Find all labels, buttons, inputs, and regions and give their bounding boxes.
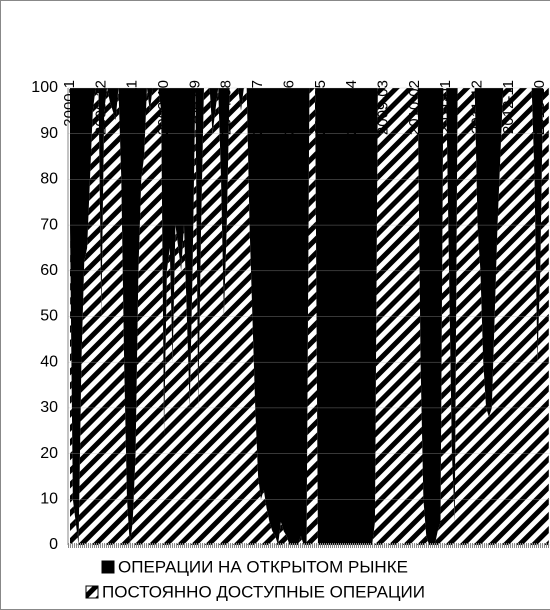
x-tick-label: 2010-02 [406,80,423,135]
x-tick-label: 2000-1 [61,80,78,127]
y-tick-label: 50 [40,308,58,325]
x-tick-label: 2007-05 [312,80,329,135]
y-tick-label: 20 [40,445,58,462]
y-tick-label: 70 [40,216,58,233]
x-tick-label: 2003-9 [186,80,203,127]
x-tick-label: 2011-01 [437,80,454,134]
y-tick-label: 100 [31,79,58,96]
y-tick-label: 10 [40,491,58,508]
legend-swatch [85,585,99,599]
x-tick-label: 2001-11 [124,80,141,134]
x-tick-label: 2000-12 [92,80,109,135]
legend-label: ПОСТОЯННО ДОСТУПНЫЕ ОПЕРАЦИИ [102,582,425,601]
x-tick-label: 2011-12 [469,80,486,134]
x-tick-label: 2008-04 [343,80,360,135]
x-tick-label: 2004-08 [218,80,235,135]
y-tick-label: 30 [40,399,58,416]
x-tick-label: 2009-03 [374,80,391,135]
y-tick-label: 0 [49,536,58,553]
y-tick-label: 90 [40,125,58,142]
x-tick-label: 2012-11 [500,80,517,134]
y-tick-label: 40 [40,353,58,370]
legend-swatch [101,560,115,574]
x-tick-label: 2002-10 [155,80,172,135]
y-tick-label: 80 [40,171,58,188]
x-tick-label: 2013-10 [531,80,548,135]
x-tick-label: 2005-07 [249,80,266,135]
legend-label: ОПЕРАЦИИ НА ОТКРЫТОМ РЫНКЕ [118,557,408,576]
x-tick-label: 2006-06 [280,80,297,135]
y-tick-label: 60 [40,262,58,279]
area [70,88,549,545]
